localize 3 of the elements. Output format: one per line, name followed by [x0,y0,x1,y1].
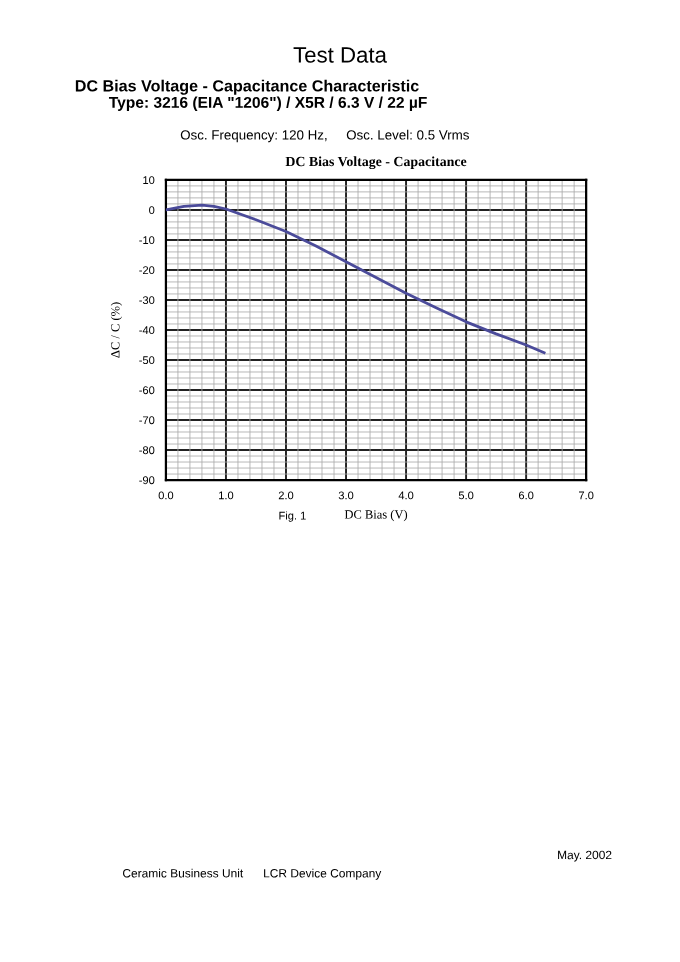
line-series [165,203,546,355]
text: DC Bias Voltage - Capacitance Characteristic [75,79,419,95]
text: Test Data [293,47,387,63]
